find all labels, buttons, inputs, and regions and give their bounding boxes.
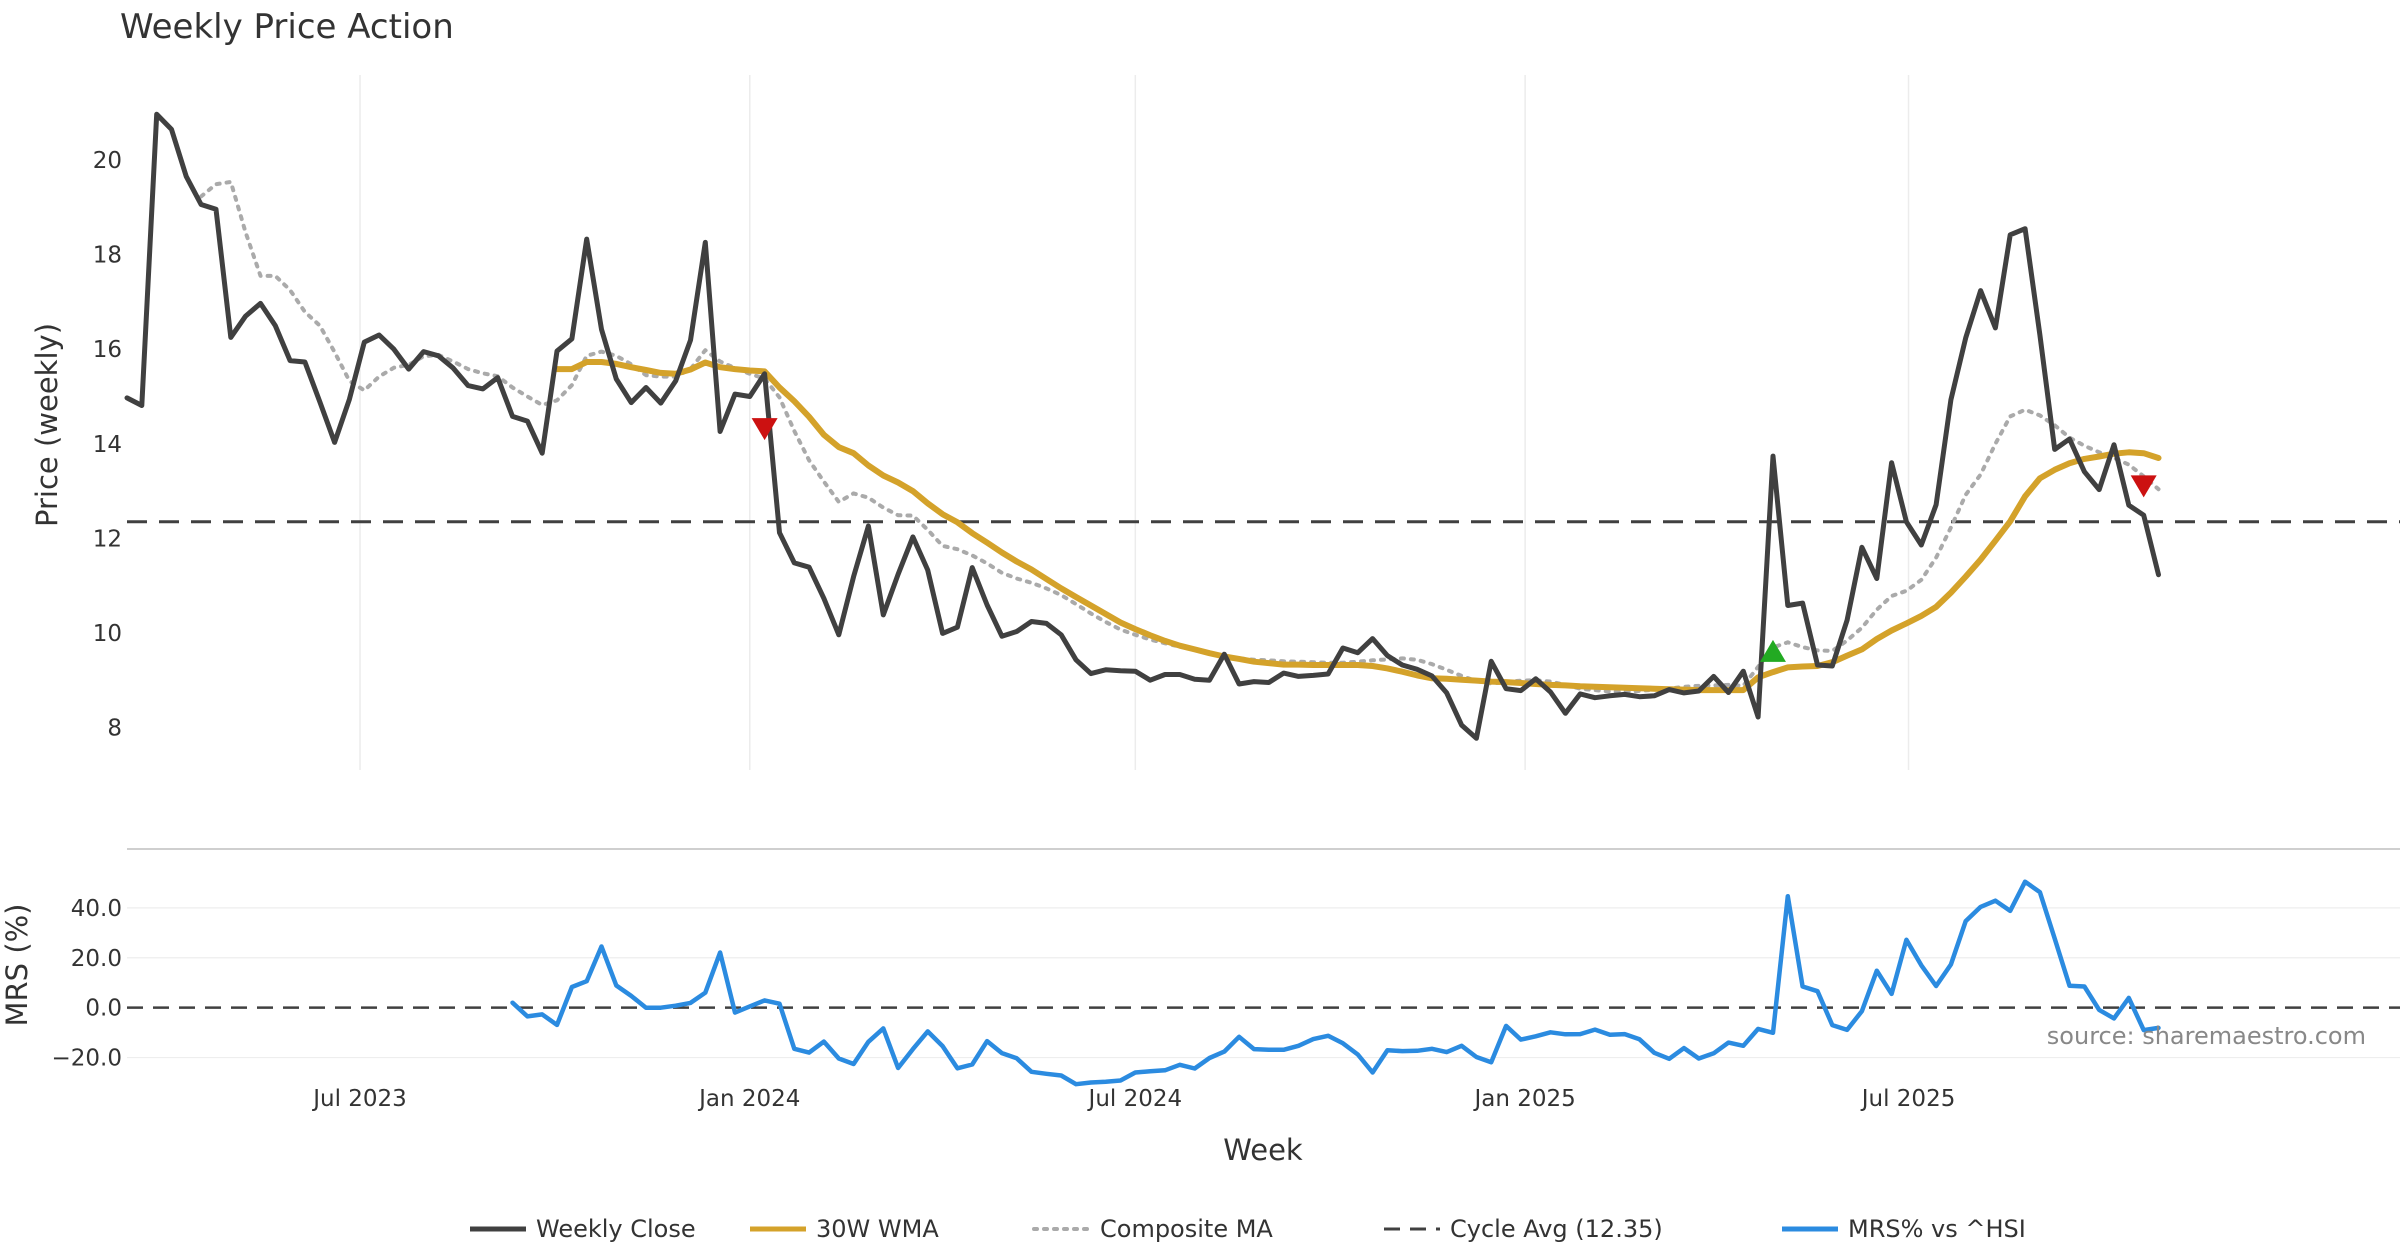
price-panel: 8 10 12 14 16 18 20 Price (weekly) xyxy=(30,75,2400,770)
chart-title: Weekly Price Action xyxy=(120,7,454,47)
legend-label: MRS% vs ^HSI xyxy=(1848,1215,2026,1243)
x-tick-label: Jul 2024 xyxy=(1087,1086,1183,1112)
x-tick-label: Jan 2025 xyxy=(1472,1086,1575,1112)
source-note: source: sharemaestro.com xyxy=(2047,1022,2366,1050)
x-tick-label: Jan 2024 xyxy=(697,1086,800,1112)
mrs-series xyxy=(127,879,2400,1087)
mrs-y-axis-label: MRS (%) xyxy=(0,904,34,1027)
legend-item: 30W WMA xyxy=(750,1215,939,1243)
price-y-axis-label: Price (weekly) xyxy=(30,323,64,527)
legend-item: Cycle Avg (12.35) xyxy=(1384,1215,1663,1243)
x-tick-label: Jul 2023 xyxy=(311,1086,407,1112)
price-y-axis: 8 10 12 14 16 18 20 xyxy=(93,148,122,741)
y-tick-label: 8 xyxy=(107,715,122,741)
mrs-y-tick-label: 40.0 xyxy=(71,896,122,922)
legend-label: Cycle Avg (12.35) xyxy=(1450,1215,1663,1243)
legend-item: MRS% vs ^HSI xyxy=(1782,1215,2026,1243)
legend-label: 30W WMA xyxy=(816,1215,939,1243)
price-series xyxy=(124,111,2400,741)
mrs-y-tick-label: −20.0 xyxy=(52,1046,122,1072)
weekly-close-line xyxy=(124,111,2161,741)
sell-signal-marker xyxy=(2130,475,2157,498)
y-tick-label: 10 xyxy=(93,621,122,647)
legend-label: Composite MA xyxy=(1100,1215,1273,1243)
y-tick-label: 12 xyxy=(93,526,122,552)
y-tick-label: 16 xyxy=(93,337,122,363)
mrs-y-tick-label: 0.0 xyxy=(85,996,122,1022)
composite-ma-line xyxy=(199,179,2161,694)
30w-wma-line xyxy=(554,359,2162,694)
legend-label: Weekly Close xyxy=(536,1215,696,1243)
legend-item: Composite MA xyxy=(1032,1215,1273,1243)
signal-markers xyxy=(751,418,2157,662)
y-tick-label: 18 xyxy=(93,243,122,269)
buy-signal-marker xyxy=(1759,639,1786,662)
legend: Weekly Close 30W WMA Composite MA Cycle Avg… xyxy=(470,1215,2026,1243)
mrs-y-axis: 40.0 20.0 0.0 −20.0 xyxy=(52,896,2400,1072)
sell-signal-marker xyxy=(751,418,778,441)
legend-item: Weekly Close xyxy=(470,1215,696,1243)
x-axis: Jul 2023 Jan 2024 Jul 2024 Jan 2025 Jul 2025 xyxy=(311,1086,1955,1112)
y-tick-label: 20 xyxy=(93,148,122,174)
mrs-line xyxy=(510,879,2161,1087)
x-tick-label: Jul 2025 xyxy=(1860,1086,1956,1112)
mrs-y-tick-label: 20.0 xyxy=(71,946,122,972)
price-gridlines xyxy=(359,75,1910,770)
mrs-panel: 40.0 20.0 0.0 −20.0 MRS (%) source: sharema… xyxy=(0,879,2400,1087)
x-axis-label: Week xyxy=(1223,1133,1303,1167)
y-tick-label: 14 xyxy=(93,432,122,458)
